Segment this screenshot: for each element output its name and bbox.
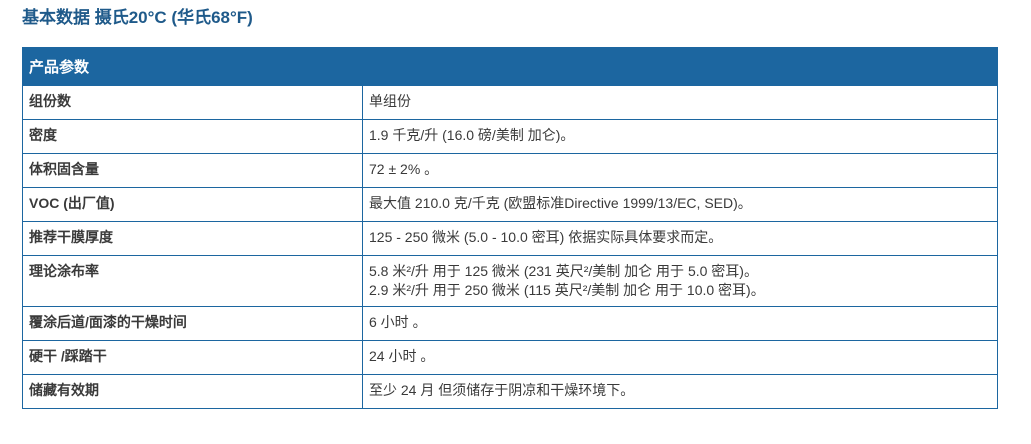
parameter-value: 24 小时 。	[362, 340, 998, 375]
value-line: 125 - 250 微米 (5.0 - 10.0 密耳) 依据实际具体要求而定。	[369, 229, 723, 245]
value-line: 2.9 米²/升 用于 250 微米 (115 英尺²/美制 加仑 用于 10.…	[369, 282, 765, 298]
table-row: 体积固含量 72 ± 2% 。	[22, 153, 998, 188]
parameter-name: 理论涂布率	[22, 255, 363, 307]
parameter-name: 储藏有效期	[22, 374, 363, 409]
table-row: 密度 1.9 千克/升 (16.0 磅/美制 加仑)。	[22, 119, 998, 154]
section-title: 基本数据 摄氏20°C (华氏68°F)	[22, 8, 253, 27]
table-header: 产品参数	[22, 47, 998, 86]
parameter-name: 组份数	[22, 85, 363, 120]
table-row: 覆涂后道/面漆的干燥时间 6 小时 。	[22, 306, 998, 341]
value-line: 5.8 米²/升 用于 125 微米 (231 英尺²/美制 加仑 用于 5.0…	[369, 263, 758, 279]
table-row: 储藏有效期 至少 24 月 但须储存于阴凉和干燥环境下。	[22, 374, 998, 409]
parameter-value: 单组份	[362, 85, 998, 120]
value-line: 最大值 210.0 克/千克 (欧盟标准Directive 1999/13/EC…	[369, 195, 752, 211]
product-parameters-table: 产品参数 组份数 单组份 密度 1.9 千克/升 (16.0 磅/美制 加仑)。 体积固…	[22, 47, 998, 409]
parameter-name: 推荐干膜厚度	[22, 221, 363, 256]
table-row: 组份数 单组份	[22, 85, 998, 120]
parameter-name: 硬干 /踩踏干	[22, 340, 363, 375]
parameter-value: 5.8 米²/升 用于 125 微米 (231 英尺²/美制 加仑 用于 5.0…	[362, 255, 998, 307]
value-line: 72 ± 2% 。	[369, 161, 439, 177]
value-line: 24 小时 。	[369, 348, 435, 364]
parameter-value: 72 ± 2% 。	[362, 153, 998, 188]
parameter-name: 体积固含量	[22, 153, 363, 188]
parameter-name: VOC (出厂值)	[22, 187, 363, 222]
table-row: 理论涂布率 5.8 米²/升 用于 125 微米 (231 英尺²/美制 加仑 用…	[22, 255, 998, 307]
parameter-value: 至少 24 月 但须储存于阴凉和干燥环境下。	[362, 374, 998, 409]
value-line: 6 小时 。	[369, 314, 427, 330]
parameter-value: 最大值 210.0 克/千克 (欧盟标准Directive 1999/13/EC…	[362, 187, 998, 222]
parameter-value: 6 小时 。	[362, 306, 998, 341]
table-row: 推荐干膜厚度 125 - 250 微米 (5.0 - 10.0 密耳) 依据实际具…	[22, 221, 998, 256]
parameter-value: 1.9 千克/升 (16.0 磅/美制 加仑)。	[362, 119, 998, 154]
value-line: 单组份	[369, 93, 411, 109]
table-row: VOC (出厂值) 最大值 210.0 克/千克 (欧盟标准Directive 1…	[22, 187, 998, 222]
parameter-value: 125 - 250 微米 (5.0 - 10.0 密耳) 依据实际具体要求而定。	[362, 221, 998, 256]
parameter-name: 密度	[22, 119, 363, 154]
parameter-name: 覆涂后道/面漆的干燥时间	[22, 306, 363, 341]
table-row: 硬干 /踩踏干 24 小时 。	[22, 340, 998, 375]
value-line: 至少 24 月 但须储存于阴凉和干燥环境下。	[369, 382, 635, 398]
value-line: 1.9 千克/升 (16.0 磅/美制 加仑)。	[369, 127, 575, 143]
